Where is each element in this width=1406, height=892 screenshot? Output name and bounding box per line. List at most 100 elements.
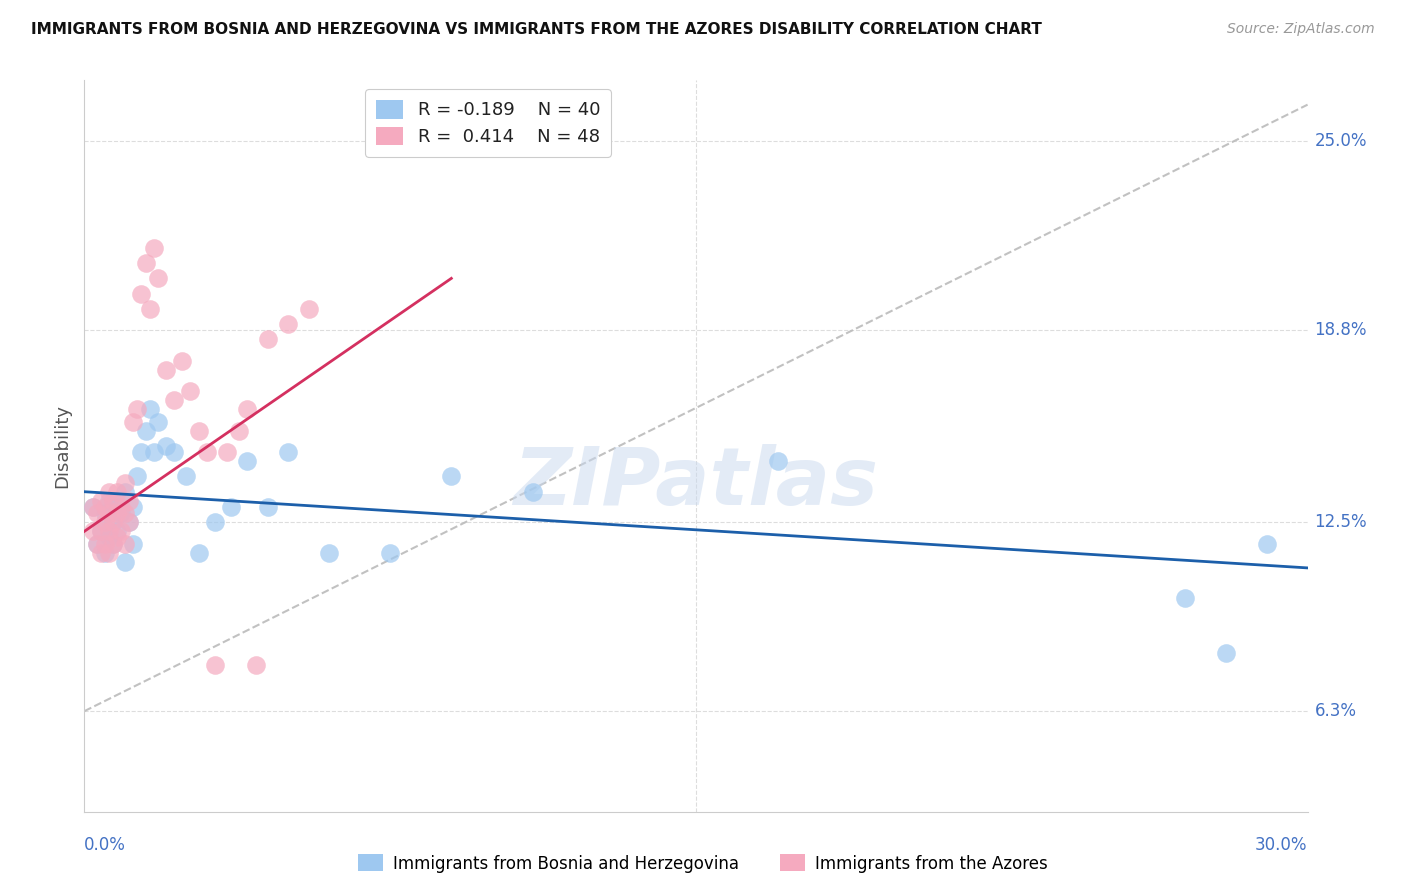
Point [118,515,141,529]
Point [110,506,132,520]
Point [82,524,104,539]
Point [97,494,120,508]
Point [105,484,128,499]
Point [257,500,280,514]
Point [90,546,112,560]
Point [195,445,218,459]
Point [179,384,201,399]
Point [105,524,128,539]
Point [172,353,194,368]
Point [114,506,136,520]
Point [86,536,108,550]
Point [219,500,242,514]
Point [82,500,104,514]
Text: 30.0%: 30.0% [1256,836,1308,855]
Text: 6.3%: 6.3% [1315,702,1357,720]
Point [766,454,789,468]
Point [187,546,209,560]
Legend: Immigrants from Bosnia and Herzegovina, Immigrants from the Azores: Immigrants from Bosnia and Herzegovina, … [352,847,1054,880]
Point [105,500,128,514]
Point [101,515,124,529]
Point [114,475,136,490]
Point [122,536,145,550]
Point [135,256,157,270]
Point [163,393,186,408]
Point [93,536,115,550]
Point [101,536,124,550]
Text: 12.5%: 12.5% [1315,513,1367,532]
Text: 25.0%: 25.0% [1315,132,1367,150]
Point [90,524,112,539]
Point [93,500,115,514]
Point [174,469,197,483]
Point [131,286,153,301]
Point [138,301,160,316]
Point [1174,591,1197,606]
Point [142,445,165,459]
Point [101,515,124,529]
Point [142,241,165,255]
Point [122,500,145,514]
Point [204,658,226,673]
Point [101,536,124,550]
Point [1256,536,1278,550]
Point [122,415,145,429]
Point [155,439,177,453]
Point [97,506,120,520]
Text: 0.0%: 0.0% [84,836,127,855]
Point [93,546,115,560]
Point [236,454,259,468]
Point [228,424,250,438]
Point [118,515,141,529]
Point [146,271,169,285]
Legend: R = -0.189    N = 40, R =  0.414    N = 48: R = -0.189 N = 40, R = 0.414 N = 48 [366,89,610,157]
Point [97,484,120,499]
Point [146,415,169,429]
Y-axis label: Disability: Disability [53,404,72,488]
Point [1215,646,1237,660]
Point [114,555,136,569]
Text: 18.8%: 18.8% [1315,321,1367,339]
Point [101,494,124,508]
Point [93,506,115,520]
Point [318,546,340,560]
Point [82,500,104,514]
Point [131,445,153,459]
Point [277,445,299,459]
Point [204,515,226,529]
Point [97,546,120,560]
Point [298,301,321,316]
Point [277,317,299,331]
Point [440,469,463,483]
Point [257,332,280,346]
Point [127,402,149,417]
Point [522,484,544,499]
Point [114,536,136,550]
Point [114,484,136,499]
Text: Source: ZipAtlas.com: Source: ZipAtlas.com [1227,22,1375,37]
Point [97,530,120,544]
Point [86,506,108,520]
Text: ZIPatlas: ZIPatlas [513,443,879,522]
Point [105,530,128,544]
Point [135,424,157,438]
Point [217,445,239,459]
Point [93,515,115,529]
Point [245,658,267,673]
Point [90,494,112,508]
Point [90,524,112,539]
Point [236,402,259,417]
Point [127,469,149,483]
Point [118,494,141,508]
Point [110,524,132,539]
Point [86,536,108,550]
Point [138,402,160,417]
Point [163,445,186,459]
Point [380,546,402,560]
Point [155,363,177,377]
Text: IMMIGRANTS FROM BOSNIA AND HERZEGOVINA VS IMMIGRANTS FROM THE AZORES DISABILITY : IMMIGRANTS FROM BOSNIA AND HERZEGOVINA V… [31,22,1042,37]
Point [97,524,120,539]
Point [105,506,128,520]
Point [187,424,209,438]
Point [110,500,132,514]
